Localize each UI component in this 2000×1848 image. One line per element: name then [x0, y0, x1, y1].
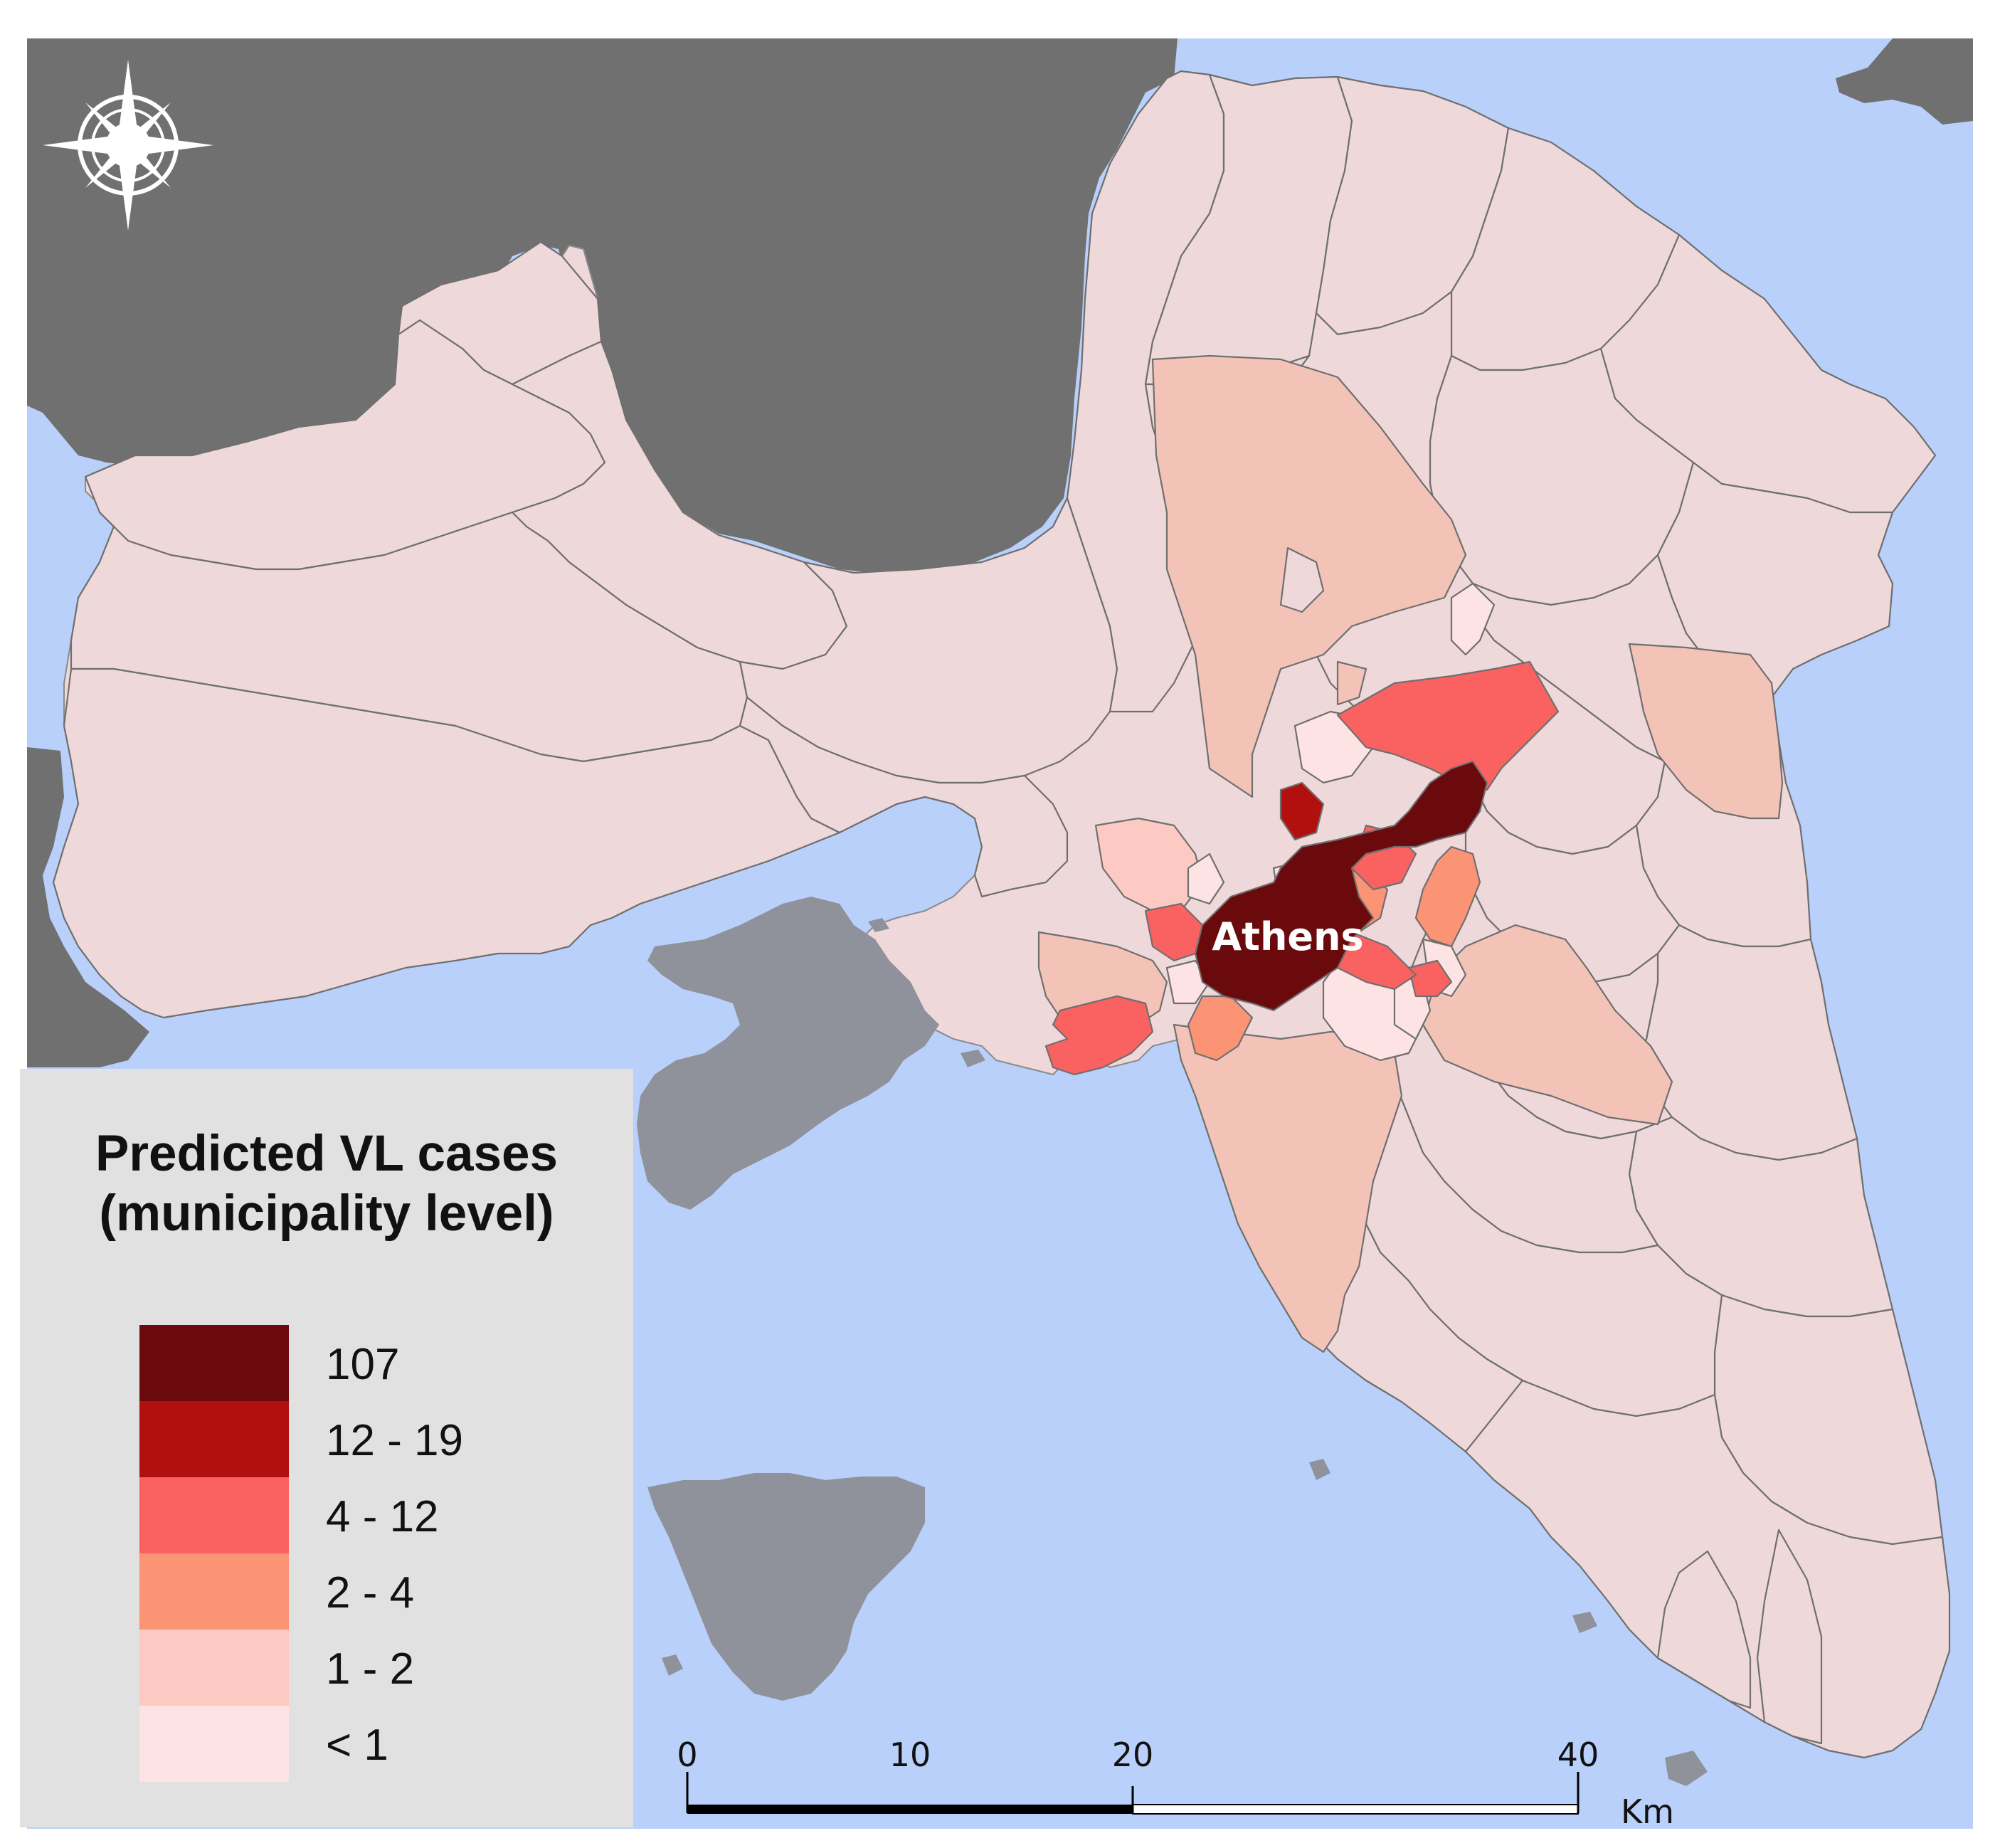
municipality-1-2 [1628, 643, 1784, 820]
small-island [1665, 1751, 1708, 1786]
legend-item: < 1 [139, 1706, 602, 1782]
legend-label: 4 - 12 [326, 1492, 439, 1541]
legend-title: Predicted VL cases (municipality level) [95, 1126, 558, 1242]
small-island [1309, 1459, 1330, 1480]
legend-swatch [139, 1706, 289, 1782]
municipality [739, 497, 1118, 784]
legend-label: 1 - 2 [326, 1644, 415, 1694]
municipality-107-athens [1194, 760, 1488, 1012]
legend-item: 4 - 12 [139, 1477, 602, 1553]
small-island [868, 918, 889, 932]
legend-label: 12 - 19 [326, 1416, 464, 1465]
small-island [662, 1654, 683, 1676]
municipality-2-4 [1414, 845, 1481, 948]
scale-tick-20: 20 [1112, 1736, 1154, 1774]
legend-swatch [139, 1477, 289, 1553]
municipality-lt1 [1165, 959, 1211, 1005]
scale-tick-40: 40 [1557, 1736, 1599, 1774]
legend-label: 2 - 4 [326, 1568, 415, 1617]
municipality-lt1 [1187, 852, 1225, 905]
legend-swatch [139, 1325, 289, 1401]
scale-bar-empty [1132, 1804, 1579, 1815]
legend: Predicted VL cases (municipality level) … [20, 1069, 633, 1827]
salamina-island [637, 897, 939, 1210]
legend-swatch [139, 1553, 289, 1630]
scale-bar: 0 10 20 40 Km [677, 1736, 1674, 1829]
outside-land-northeast [1836, 38, 1973, 125]
small-island [961, 1050, 985, 1067]
scale-unit: Km [1621, 1792, 1674, 1829]
compass-rose-icon [43, 60, 213, 231]
aegina-island [647, 1473, 925, 1701]
municipality-1-2 [1336, 660, 1367, 706]
municipality-4-12 [1336, 660, 1560, 791]
city-label-athens: Athens [1212, 914, 1363, 959]
legend-swatch [139, 1630, 289, 1706]
small-island [1572, 1612, 1597, 1633]
legend-label: 107 [326, 1340, 400, 1389]
legend-item: 12 - 19 [139, 1401, 602, 1477]
municipality-2-4 [1187, 995, 1254, 1062]
map-frame: Athens 0 10 20 40 Km [27, 38, 1973, 1829]
legend-item: 1 - 2 [139, 1630, 602, 1706]
scale-tick-0: 0 [677, 1736, 697, 1774]
scale-tick-10: 10 [889, 1736, 931, 1774]
municipality-12-19 [1279, 781, 1325, 841]
legend-item: 107 [139, 1325, 602, 1401]
municipality [1656, 1550, 1752, 1709]
municipality [52, 667, 841, 1019]
legend-swatch [139, 1401, 289, 1477]
municipality [1756, 1528, 1823, 1745]
municipality-lt1 [1450, 582, 1496, 656]
outside-land-west [27, 747, 149, 1067]
scale-bar-filled [687, 1805, 1133, 1814]
municipality-4-12 [1044, 995, 1154, 1076]
legend-label: < 1 [326, 1721, 388, 1770]
municipality [739, 696, 1069, 898]
legend-item: 2 - 4 [139, 1553, 602, 1630]
municipality [1279, 547, 1325, 613]
map-canvas: Athens 0 10 20 40 Km [27, 38, 1973, 1829]
municipality-4-12 [1407, 959, 1453, 998]
